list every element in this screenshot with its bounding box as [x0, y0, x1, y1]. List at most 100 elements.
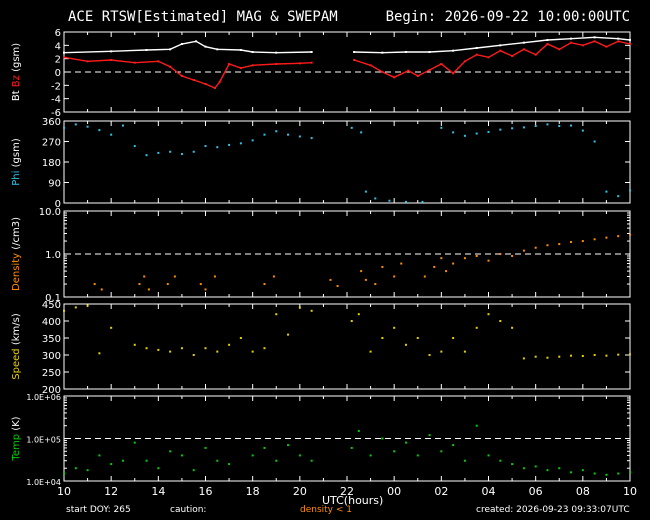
point-bt — [275, 51, 278, 54]
point-temp — [440, 450, 443, 453]
point-density — [400, 262, 403, 265]
point-bz — [275, 63, 278, 65]
point-phi — [350, 126, 353, 129]
point-bz — [511, 55, 514, 57]
point-bt — [593, 36, 596, 39]
point-density — [570, 241, 573, 244]
point-phi — [546, 123, 549, 126]
point-bz — [204, 83, 207, 85]
point-bz — [239, 67, 242, 69]
point-speed — [416, 337, 419, 339]
point-speed — [204, 347, 207, 350]
point-temp — [381, 437, 384, 440]
point-bz — [393, 76, 396, 79]
point-phi — [511, 127, 514, 130]
point-phi — [581, 129, 584, 132]
point-bt — [381, 51, 384, 54]
point-bz — [581, 44, 584, 47]
point-temp — [350, 446, 353, 449]
point-speed — [369, 350, 372, 353]
x-tick-label: 12 — [104, 485, 118, 498]
y-tick-label-phi: 360 — [42, 117, 61, 128]
y-tick-label-mag: 2 — [55, 55, 61, 66]
point-phi — [421, 200, 424, 203]
point-speed — [617, 353, 620, 356]
point-density — [393, 275, 396, 278]
point-speed — [393, 326, 396, 329]
point-temp — [581, 469, 584, 472]
point-phi — [133, 145, 136, 148]
x-tick-label: 06 — [529, 485, 543, 498]
point-bt — [251, 51, 254, 53]
point-density — [166, 283, 169, 286]
point-density — [364, 278, 367, 281]
point-density — [593, 238, 596, 241]
point-bz — [416, 75, 419, 77]
point-bz — [452, 72, 455, 75]
x-axis-label: UTC(hours) — [322, 494, 384, 507]
point-temp — [192, 469, 195, 472]
point-density — [487, 259, 490, 262]
point-bz — [133, 61, 136, 64]
y-tick-label-mag: -2 — [51, 81, 61, 92]
point-bt — [110, 50, 113, 53]
x-tick-label: 14 — [151, 485, 165, 498]
y-tick-label-mag: 0 — [55, 68, 61, 79]
point-temp — [86, 469, 89, 472]
point-temp — [416, 454, 419, 457]
point-phi — [251, 139, 254, 142]
y-tick-label-mag: -6 — [51, 108, 61, 119]
point-phi — [74, 123, 77, 126]
point-temp — [251, 454, 254, 457]
point-density — [433, 265, 436, 268]
point-speed — [180, 347, 183, 350]
point-speed — [534, 355, 537, 358]
point-speed — [522, 357, 525, 360]
point-phi — [558, 125, 561, 128]
point-temp — [145, 459, 148, 462]
point-density — [558, 243, 561, 246]
point-speed — [133, 343, 136, 346]
point-speed — [428, 354, 431, 356]
point-phi — [86, 125, 89, 128]
y-axis-label-temp: Temp (K) — [11, 416, 22, 461]
point-bz — [110, 59, 113, 61]
point-temp — [310, 459, 313, 462]
point-phi — [98, 129, 101, 132]
point-phi — [364, 190, 367, 193]
point-bt — [169, 48, 172, 51]
point-bt — [145, 49, 148, 51]
y-tick-label-speed: 200 — [42, 385, 61, 396]
point-temp — [180, 454, 183, 457]
start-doy: start DOY: 265 — [66, 505, 131, 515]
point-temp — [369, 454, 372, 457]
y-tick-label-temp: 1.0E+05 — [26, 436, 61, 445]
point-bt — [404, 51, 407, 53]
point-density — [381, 265, 384, 268]
point-density — [147, 288, 150, 291]
y-axis-label-part: (/cm3) — [11, 217, 22, 253]
point-bz — [522, 48, 525, 51]
point-density — [581, 240, 584, 243]
point-bt — [428, 51, 431, 53]
point-phi — [121, 124, 124, 127]
y-tick-label-phi: 90 — [48, 179, 61, 190]
point-bz — [546, 43, 549, 45]
point-speed — [593, 354, 596, 356]
point-temp — [593, 472, 596, 475]
point-phi — [157, 151, 160, 154]
point-temp — [228, 463, 231, 466]
point-bt — [204, 45, 207, 48]
x-tick-label: 08 — [576, 485, 590, 498]
point-bt — [310, 51, 313, 53]
point-speed — [357, 313, 360, 316]
point-phi — [570, 124, 573, 127]
point-phi — [275, 130, 278, 133]
point-speed — [228, 343, 231, 346]
point-phi — [228, 143, 231, 146]
y-tick-label-density: 1.0 — [45, 250, 61, 261]
point-bt — [546, 39, 549, 41]
point-bz — [558, 48, 561, 51]
point-temp — [263, 446, 266, 449]
